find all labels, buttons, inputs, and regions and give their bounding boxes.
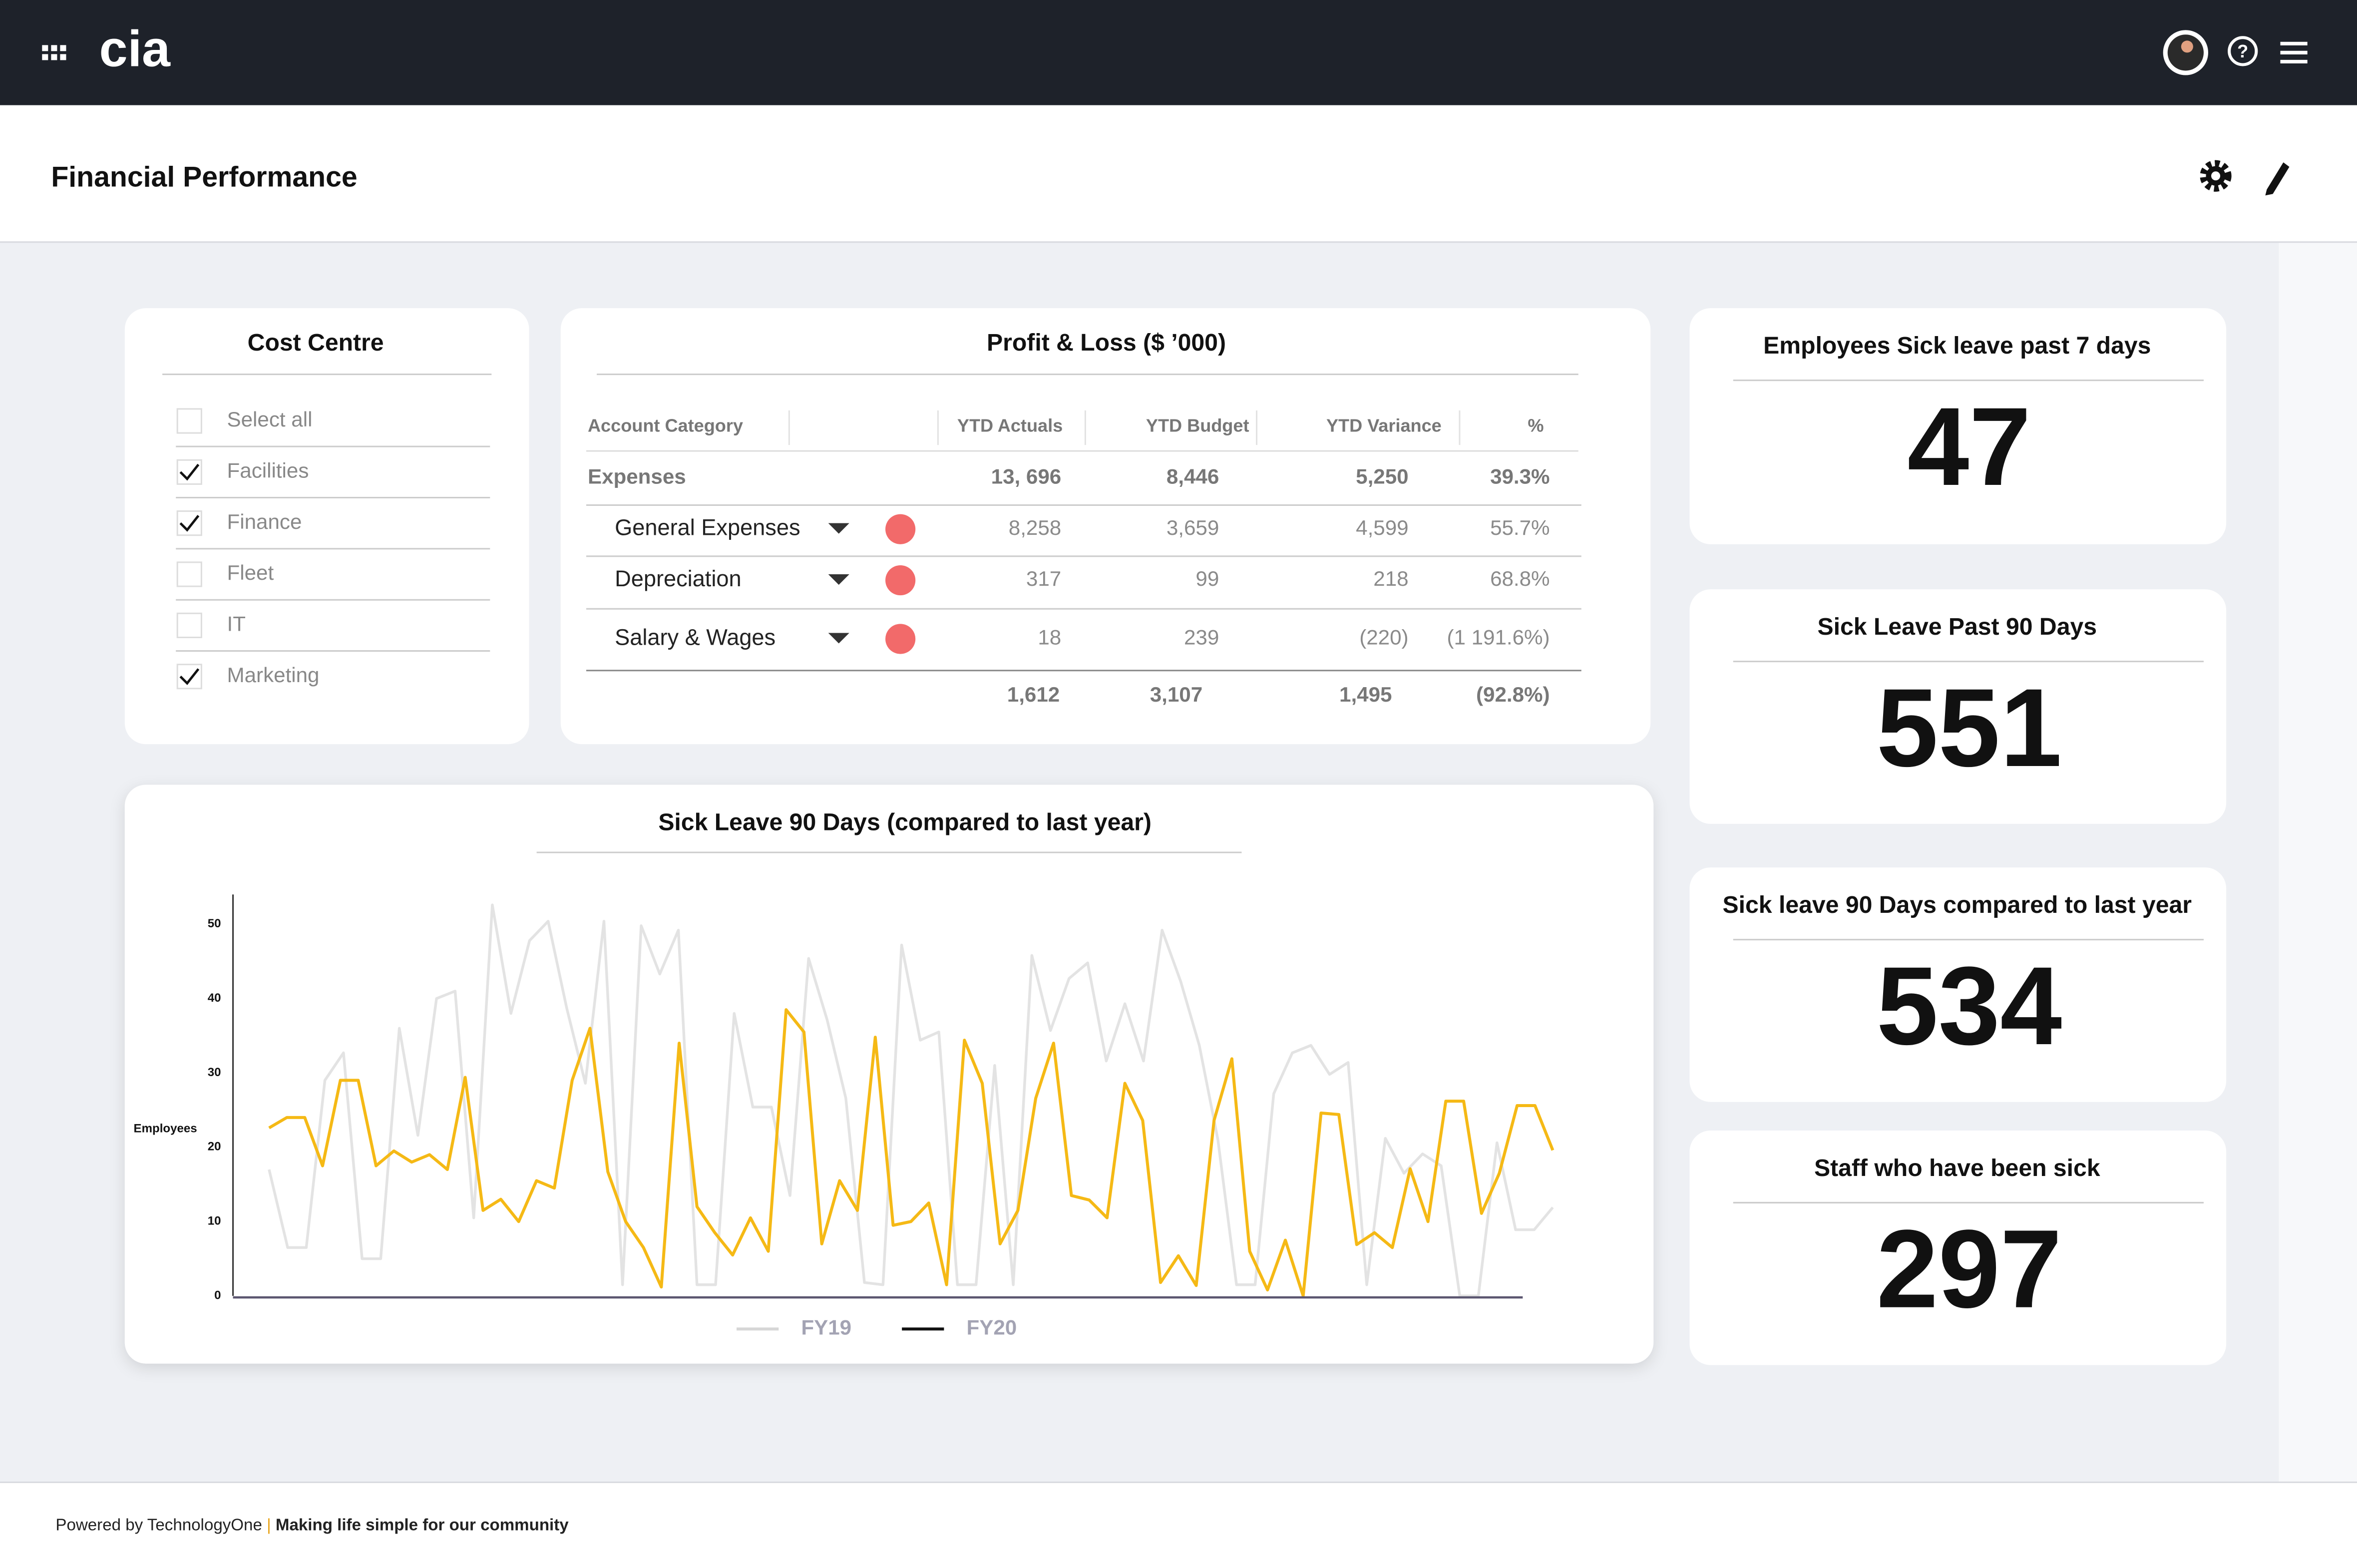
logo[interactable]: cia bbox=[99, 19, 171, 77]
total-cell: 1,612 bbox=[1007, 683, 1060, 706]
cost-centre-label: Select all bbox=[227, 407, 313, 431]
row-cell: Depreciation bbox=[615, 566, 741, 591]
series-line bbox=[268, 1008, 1555, 1298]
column-header: Account Category bbox=[588, 415, 743, 436]
kpi-card bbox=[1689, 867, 2227, 1102]
column-header: YTD Actuals bbox=[957, 415, 1063, 436]
side-strip bbox=[2279, 242, 2357, 1483]
row-cell: (220) bbox=[1359, 626, 1408, 649]
y-tick-label: 30 bbox=[208, 1066, 221, 1079]
row-cell: 218 bbox=[1373, 567, 1408, 590]
settings-icon[interactable] bbox=[2200, 160, 2232, 192]
kpi-value: 551 bbox=[1877, 666, 2062, 790]
column-header: % bbox=[1528, 415, 1544, 436]
profit-loss-title: Profit & Loss ($ ’000) bbox=[987, 329, 1226, 356]
cost-centre-label: IT bbox=[227, 612, 246, 636]
row-cell: (1 191.6%) bbox=[1447, 626, 1550, 649]
cost-centre-label: Marketing bbox=[227, 663, 320, 687]
status-dot bbox=[885, 565, 916, 596]
summary-cell: 5,250 bbox=[1356, 464, 1408, 488]
cost-centre-label: Finance bbox=[227, 510, 302, 533]
legend-label[interactable]: FY20 bbox=[967, 1315, 1017, 1339]
series-line bbox=[268, 903, 1554, 1297]
row-cell: 68.8% bbox=[1490, 567, 1550, 590]
kpi-value: 534 bbox=[1877, 944, 2062, 1068]
total-cell: 3,107 bbox=[1150, 683, 1202, 706]
row-cell: 18 bbox=[1038, 626, 1061, 649]
cost-centre-title: Cost Centre bbox=[248, 329, 384, 356]
row-cell: 55.7% bbox=[1490, 516, 1550, 539]
row-cell: 317 bbox=[1026, 567, 1061, 590]
summary-cell: Expenses bbox=[588, 464, 686, 488]
y-axis-label: Employees bbox=[134, 1122, 197, 1135]
total-cell: (92.8%) bbox=[1476, 683, 1550, 706]
checkbox[interactable] bbox=[176, 612, 202, 638]
checkbox[interactable] bbox=[176, 408, 202, 434]
top-bar bbox=[0, 0, 2357, 105]
row-cell: Salary & Wages bbox=[615, 624, 776, 650]
row-cell: 239 bbox=[1184, 626, 1219, 649]
dropdown-arrow[interactable] bbox=[828, 633, 849, 644]
kpi-title: Sick leave 90 Days compared to last year bbox=[1723, 891, 2192, 918]
kpi-value: 297 bbox=[1877, 1207, 2062, 1331]
help-icon[interactable] bbox=[2228, 36, 2258, 66]
row-cell: General Expenses bbox=[615, 515, 800, 540]
menu-icon[interactable] bbox=[2280, 41, 2308, 64]
legend-label[interactable]: FY19 bbox=[801, 1315, 851, 1339]
y-tick-label: 20 bbox=[208, 1140, 221, 1154]
apps-icon[interactable] bbox=[42, 45, 66, 60]
kpi-title: Employees Sick leave past 7 days bbox=[1763, 332, 2151, 359]
chart-title: Sick Leave 90 Days (compared to last yea… bbox=[658, 808, 1152, 835]
column-header: YTD Budget bbox=[1146, 415, 1249, 436]
kpi-card bbox=[1689, 1130, 2227, 1365]
footer-separator: | bbox=[262, 1516, 276, 1534]
checkmark bbox=[179, 463, 200, 481]
kpi-card bbox=[1689, 589, 2227, 824]
row-cell: 8,258 bbox=[1009, 516, 1061, 539]
footer bbox=[0, 1482, 2357, 1568]
summary-cell: 39.3% bbox=[1490, 464, 1550, 488]
title-bar bbox=[0, 105, 2357, 242]
edit-icon[interactable] bbox=[2265, 162, 2290, 196]
page-title: Financial Performance bbox=[51, 161, 357, 193]
chart-card bbox=[124, 784, 1654, 1364]
y-tick-label: 10 bbox=[208, 1214, 221, 1228]
total-cell: 1,495 bbox=[1339, 683, 1392, 706]
footer-powered: Powered by TechnologyOne bbox=[55, 1516, 262, 1534]
checkmark bbox=[179, 668, 200, 685]
y-tick-label: 40 bbox=[208, 991, 221, 1005]
kpi-title: Staff who have been sick bbox=[1814, 1155, 2100, 1181]
row-cell: 99 bbox=[1195, 567, 1219, 590]
summary-cell: 8,446 bbox=[1167, 464, 1219, 488]
row-cell: 4,599 bbox=[1356, 516, 1408, 539]
footer-tagline: Making life simple for our community bbox=[276, 1516, 569, 1534]
kpi-value: 47 bbox=[1907, 385, 2031, 509]
cost-centre-label: Facilities bbox=[227, 458, 309, 482]
status-dot bbox=[885, 514, 916, 544]
checkmark bbox=[179, 515, 200, 532]
dropdown-arrow[interactable] bbox=[828, 523, 849, 534]
help-glyph: ? bbox=[2237, 41, 2248, 61]
avatar-face bbox=[2181, 40, 2193, 53]
summary-cell: 13, 696 bbox=[991, 464, 1062, 488]
checkbox[interactable] bbox=[176, 561, 202, 587]
kpi-title: Sick Leave Past 90 Days bbox=[1818, 613, 2097, 640]
dropdown-arrow[interactable] bbox=[828, 574, 849, 585]
y-tick-label: 50 bbox=[208, 917, 221, 930]
footer-text: Powered by TechnologyOne | Making life s… bbox=[55, 1516, 569, 1534]
row-cell: 3,659 bbox=[1167, 516, 1219, 539]
y-tick-label: 0 bbox=[214, 1288, 221, 1302]
cost-centre-card bbox=[124, 308, 529, 745]
column-header: YTD Variance bbox=[1326, 415, 1442, 436]
avatar-image bbox=[2167, 34, 2204, 71]
kpi-card bbox=[1689, 308, 2227, 544]
status-dot bbox=[885, 624, 916, 654]
cost-centre-label: Fleet bbox=[227, 561, 274, 584]
